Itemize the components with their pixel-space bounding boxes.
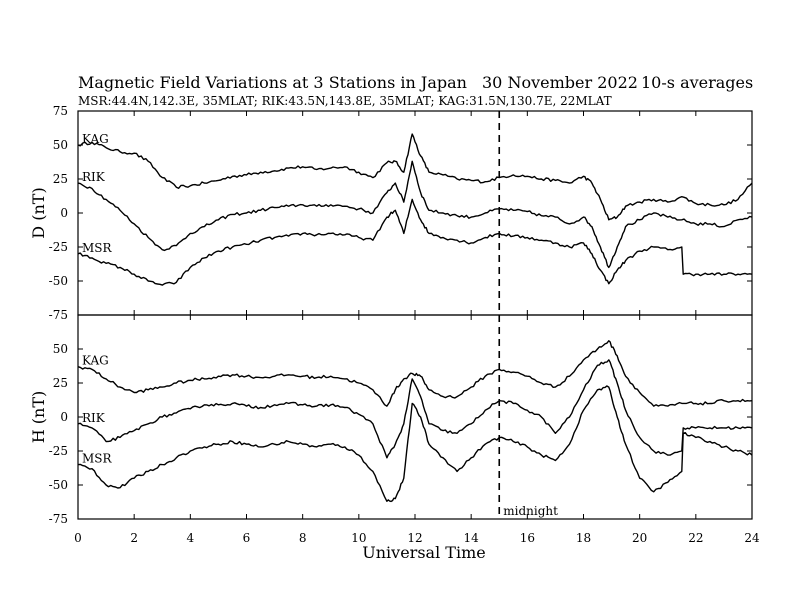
chart-averaging: 10-s averages [641, 73, 753, 92]
y-tick-label: 50 [53, 138, 68, 152]
series-line-kag [77, 340, 753, 407]
x-tick-label: 20 [632, 531, 647, 545]
series-label-kag: KAG [82, 354, 109, 368]
x-tick-label: 0 [74, 531, 82, 545]
y-tick-label: -75 [49, 512, 68, 526]
station-coordinates: MSR:44.4N,142.3E, 35MLAT; RIK:43.5N,143.… [78, 94, 612, 108]
x-tick-label: 24 [744, 531, 760, 545]
x-tick-label: 12 [407, 531, 422, 545]
series-label-msr: MSR [82, 452, 113, 466]
chart-date: 30 November 2022 [482, 73, 638, 92]
x-tick-label: 6 [243, 531, 251, 545]
x-axis-label: Universal Time [362, 543, 485, 562]
y-tick-label: 0 [60, 410, 68, 424]
series-label-kag: KAG [82, 132, 109, 146]
y-tick-label: -75 [49, 308, 68, 322]
midnight-label: midnight [503, 504, 558, 518]
y-tick-label: -25 [49, 444, 68, 458]
x-tick-label: 16 [520, 531, 535, 545]
x-tick-label: 4 [187, 531, 195, 545]
y-tick-label: -25 [49, 240, 68, 254]
y-tick-label: 75 [53, 104, 68, 118]
series-line-kag [77, 133, 753, 221]
y-tick-label: -50 [49, 478, 68, 492]
series-label-msr: MSR [82, 241, 113, 255]
series-line-msr [77, 385, 753, 503]
series-line-rik [77, 160, 753, 269]
y-axis-label-1: H (nT) [29, 391, 48, 444]
x-tick-label: 22 [688, 531, 703, 545]
y-tick-label: -50 [49, 274, 68, 288]
x-tick-label: 2 [130, 531, 138, 545]
chart-title: Magnetic Field Variations at 3 Stations … [78, 73, 467, 92]
series-line-rik [77, 359, 753, 459]
series-label-rik: RIK [82, 170, 106, 184]
x-tick-label: 18 [576, 531, 591, 545]
y-axis-label-0: D (nT) [29, 187, 48, 238]
x-tick-label: 14 [464, 531, 480, 545]
x-tick-label: 8 [299, 531, 307, 545]
y-tick-label: 50 [53, 342, 68, 356]
y-tick-label: 25 [53, 376, 68, 390]
panel-frame-1 [77, 314, 753, 520]
y-tick-label: 0 [60, 206, 68, 220]
series-line-msr [77, 198, 753, 286]
y-tick-label: 25 [53, 172, 68, 186]
plot-area: 75 50 25 0 -25 -50 -75 D (nT) KAG RIK MSR 50 25 0 -25 -… [29, 104, 760, 545]
series-label-rik: RIK [82, 411, 106, 425]
x-tick-label: 10 [351, 531, 366, 545]
